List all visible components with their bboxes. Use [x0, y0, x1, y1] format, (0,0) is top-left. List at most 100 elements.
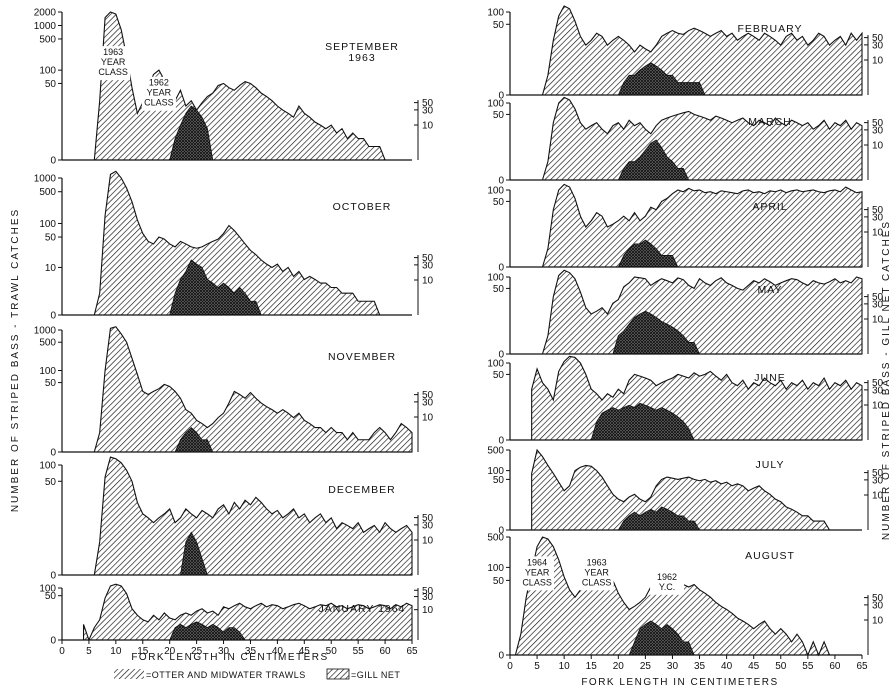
right-tick-label: 30 [422, 520, 434, 531]
left-tick-label: 0 [50, 571, 56, 582]
right-tick-label: 50 [422, 586, 434, 597]
right-tick-label: 50 [872, 378, 884, 389]
left-tick-label: 1000 [34, 326, 57, 337]
panel-title: OCTOBER [333, 201, 392, 213]
annotation-label: CLASS [582, 577, 612, 587]
annotation-label: YEAR [525, 567, 550, 577]
trawl-area [510, 536, 862, 657]
right-tick-label: 50 [872, 205, 884, 216]
right-tick-label: 30 [422, 105, 434, 116]
trawl-area [83, 170, 412, 316]
x-tick-label: 55 [353, 646, 365, 657]
left-tick-label: 100 [39, 66, 56, 77]
left-tick-label: 0 [498, 263, 504, 274]
annotation-label: YEAR [147, 88, 172, 98]
right-tick-label: 50 [422, 98, 434, 109]
left-tick-label: 50 [493, 370, 505, 381]
panel-title: DECEMBER [328, 484, 396, 496]
right-tick-label: 10 [872, 315, 884, 326]
right-tick-label: 30 [872, 600, 884, 611]
right-tick-label: 50 [872, 292, 884, 303]
x-tick-label: 5 [86, 646, 92, 657]
annotation-label: CLASS [522, 577, 552, 587]
left-tick-label: 0 [50, 636, 56, 647]
trawl-area [82, 583, 413, 642]
annotation-box [141, 76, 176, 111]
left-tick-label: 100 [487, 8, 504, 19]
x-axis-label-right: FORK LENGTH IN CENTIMETERS [581, 677, 778, 688]
left-tick-label: 50 [45, 79, 57, 90]
left-tick-label: 100 [39, 584, 56, 595]
left-tick-label: 1000 [34, 21, 57, 32]
left-tick-label: 0 [498, 526, 504, 537]
left-tick-label: 100 [487, 466, 504, 477]
x-tick-label: 65 [856, 661, 868, 672]
x-tick-label: 45 [748, 661, 760, 672]
left-tick-label: 50 [45, 233, 57, 244]
legend-trawl-label: =OTTER AND MIDWATER TRAWLS [146, 670, 306, 680]
x-tick-label: 25 [640, 661, 652, 672]
trawl-area [83, 11, 412, 161]
x-tick-label: 50 [775, 661, 787, 672]
x-tick-label: 20 [613, 661, 625, 672]
panel-1: 05010050010002000103050SEPTEMBER19631963… [34, 8, 434, 167]
left-tick-label: 500 [39, 338, 56, 349]
x-tick-label: 35 [694, 661, 706, 672]
left-tick-label: 50 [45, 378, 57, 389]
right-tick-label: 30 [422, 592, 434, 603]
left-tick-label: 0 [50, 156, 56, 167]
right-tick-label: 10 [872, 56, 884, 67]
left-tick-label: 100 [487, 186, 504, 197]
trawl-area [531, 355, 863, 441]
left-tick-label: 50 [45, 477, 57, 488]
right-tick-label: 50 [872, 118, 884, 129]
legend: =OTTER AND MIDWATER TRAWLS =GILL NET [114, 668, 400, 680]
annotation-label: Y.C. [659, 582, 675, 592]
left-tick-label: 100 [39, 366, 56, 377]
left-tick-label: 50 [493, 110, 505, 121]
annotation-label: 1962 [149, 78, 169, 88]
right-tick-label: 30 [872, 299, 884, 310]
left-tick-label: 10 [45, 263, 57, 274]
x-tick-label: 60 [380, 646, 392, 657]
x-tick-label: 25 [191, 646, 203, 657]
left-tick-label: 100 [39, 461, 56, 472]
panel-title: AUGUST [745, 550, 795, 562]
left-tick-label: 100 [487, 273, 504, 284]
left-tick-label: 50 [493, 20, 505, 31]
panel-title: JUNE [754, 372, 785, 384]
annotation-label: 1963 [587, 557, 607, 567]
right-tick-label: 30 [872, 212, 884, 223]
x-tick-label: 50 [326, 646, 338, 657]
left-tick-label: 1000 [34, 174, 57, 185]
left-tick-label: 500 [487, 446, 504, 457]
right-tick-label: 10 [872, 491, 884, 502]
annotation-label: YEAR [101, 57, 126, 67]
right-tick-label: 10 [422, 413, 434, 424]
left-tick-label: 0 [498, 91, 504, 102]
annotation-label: 1963 [103, 47, 123, 57]
x-tick-label: 10 [110, 646, 122, 657]
annotation-box [650, 570, 685, 595]
right-tick-label: 10 [872, 616, 884, 627]
right-tick-label: 10 [872, 141, 884, 152]
x-tick-label: 35 [245, 646, 257, 657]
x-tick-label: 5 [534, 661, 540, 672]
x-tick-label: 65 [406, 646, 418, 657]
trawl-area [83, 456, 413, 576]
left-tick-label: 500 [39, 34, 56, 45]
panel-title: 1963 [348, 52, 375, 64]
right-tick-label: 10 [422, 605, 434, 616]
annotation-box [520, 556, 555, 591]
x-tick-label: 30 [667, 661, 679, 672]
right-tick-label: 30 [872, 125, 884, 136]
annotation-label: 1964 [527, 557, 547, 567]
right-tick-label: 50 [422, 513, 434, 524]
right-tick-label: 50 [422, 253, 434, 264]
